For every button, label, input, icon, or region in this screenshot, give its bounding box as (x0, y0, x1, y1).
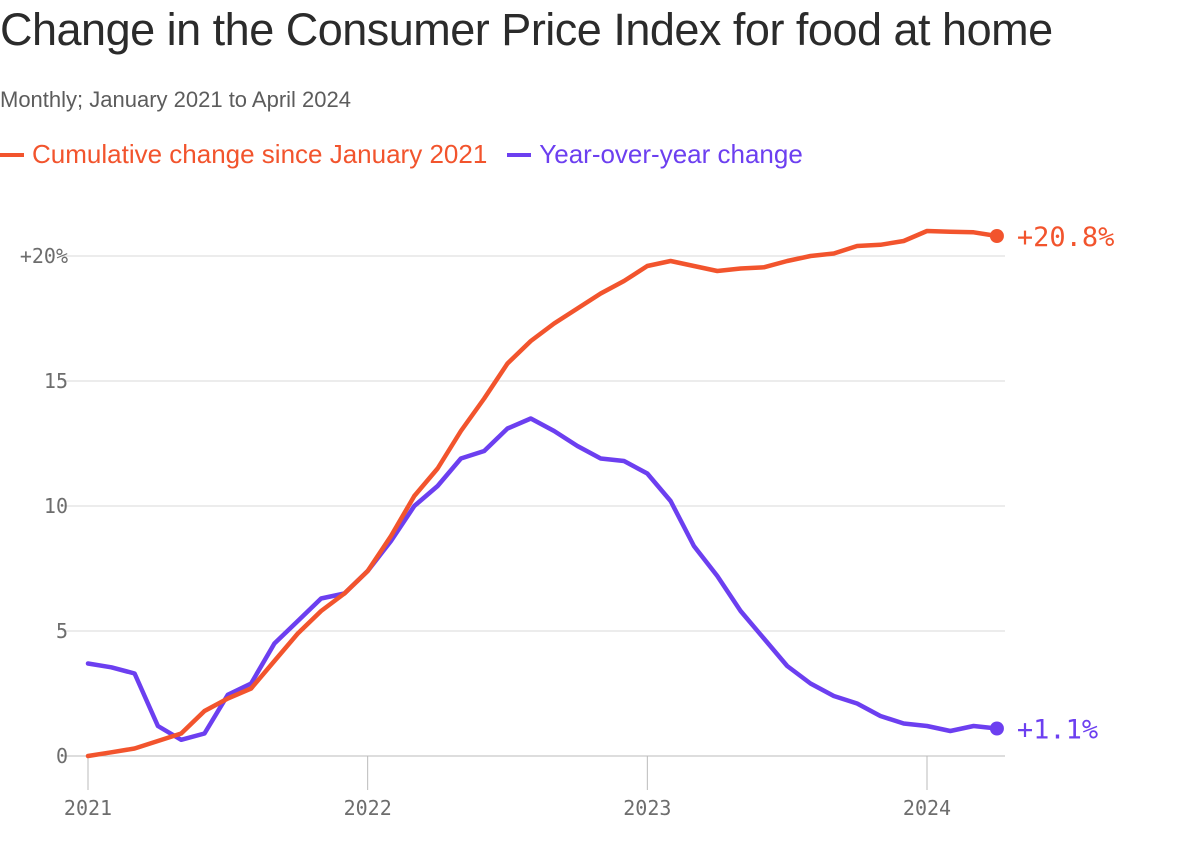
chart-legend: Cumulative change since January 2021 Yea… (0, 139, 823, 170)
x-tick-label: 2021 (64, 796, 112, 820)
y-tick-label: +20% (20, 244, 68, 268)
y-tick-label: 0 (56, 744, 68, 768)
legend-swatch-cumulative (0, 152, 24, 157)
legend-swatch-yoy (507, 152, 532, 157)
legend-item-cumulative: Cumulative change since January 2021 (0, 139, 487, 170)
series-line-cumulative (85, 228, 1000, 759)
y-tick-label: 5 (56, 619, 68, 643)
end-label-yoy: +1.1% (1017, 715, 1098, 746)
x-tick-label: 2022 (344, 796, 392, 820)
x-tick-label: 2023 (623, 796, 671, 820)
legend-label-cumulative: Cumulative change since January 2021 (32, 139, 488, 169)
legend-label-yoy: Year-over-year change (539, 139, 803, 169)
end-label-cumulative: +20.8% (1017, 222, 1115, 253)
end-point-cumulative (989, 229, 1004, 243)
chart-subtitle: Monthly; January 2021 to April 2024 (0, 87, 352, 112)
y-tick-label: 10 (44, 494, 68, 518)
y-tick-label: 15 (44, 369, 68, 393)
chart-title: Change in the Consumer Price Index for f… (0, 4, 1053, 55)
x-tick-label: 2024 (903, 796, 951, 820)
legend-item-yoy: Year-over-year change (507, 139, 803, 170)
series-line-yoy (85, 416, 1000, 743)
end-point-yoy (989, 721, 1004, 736)
